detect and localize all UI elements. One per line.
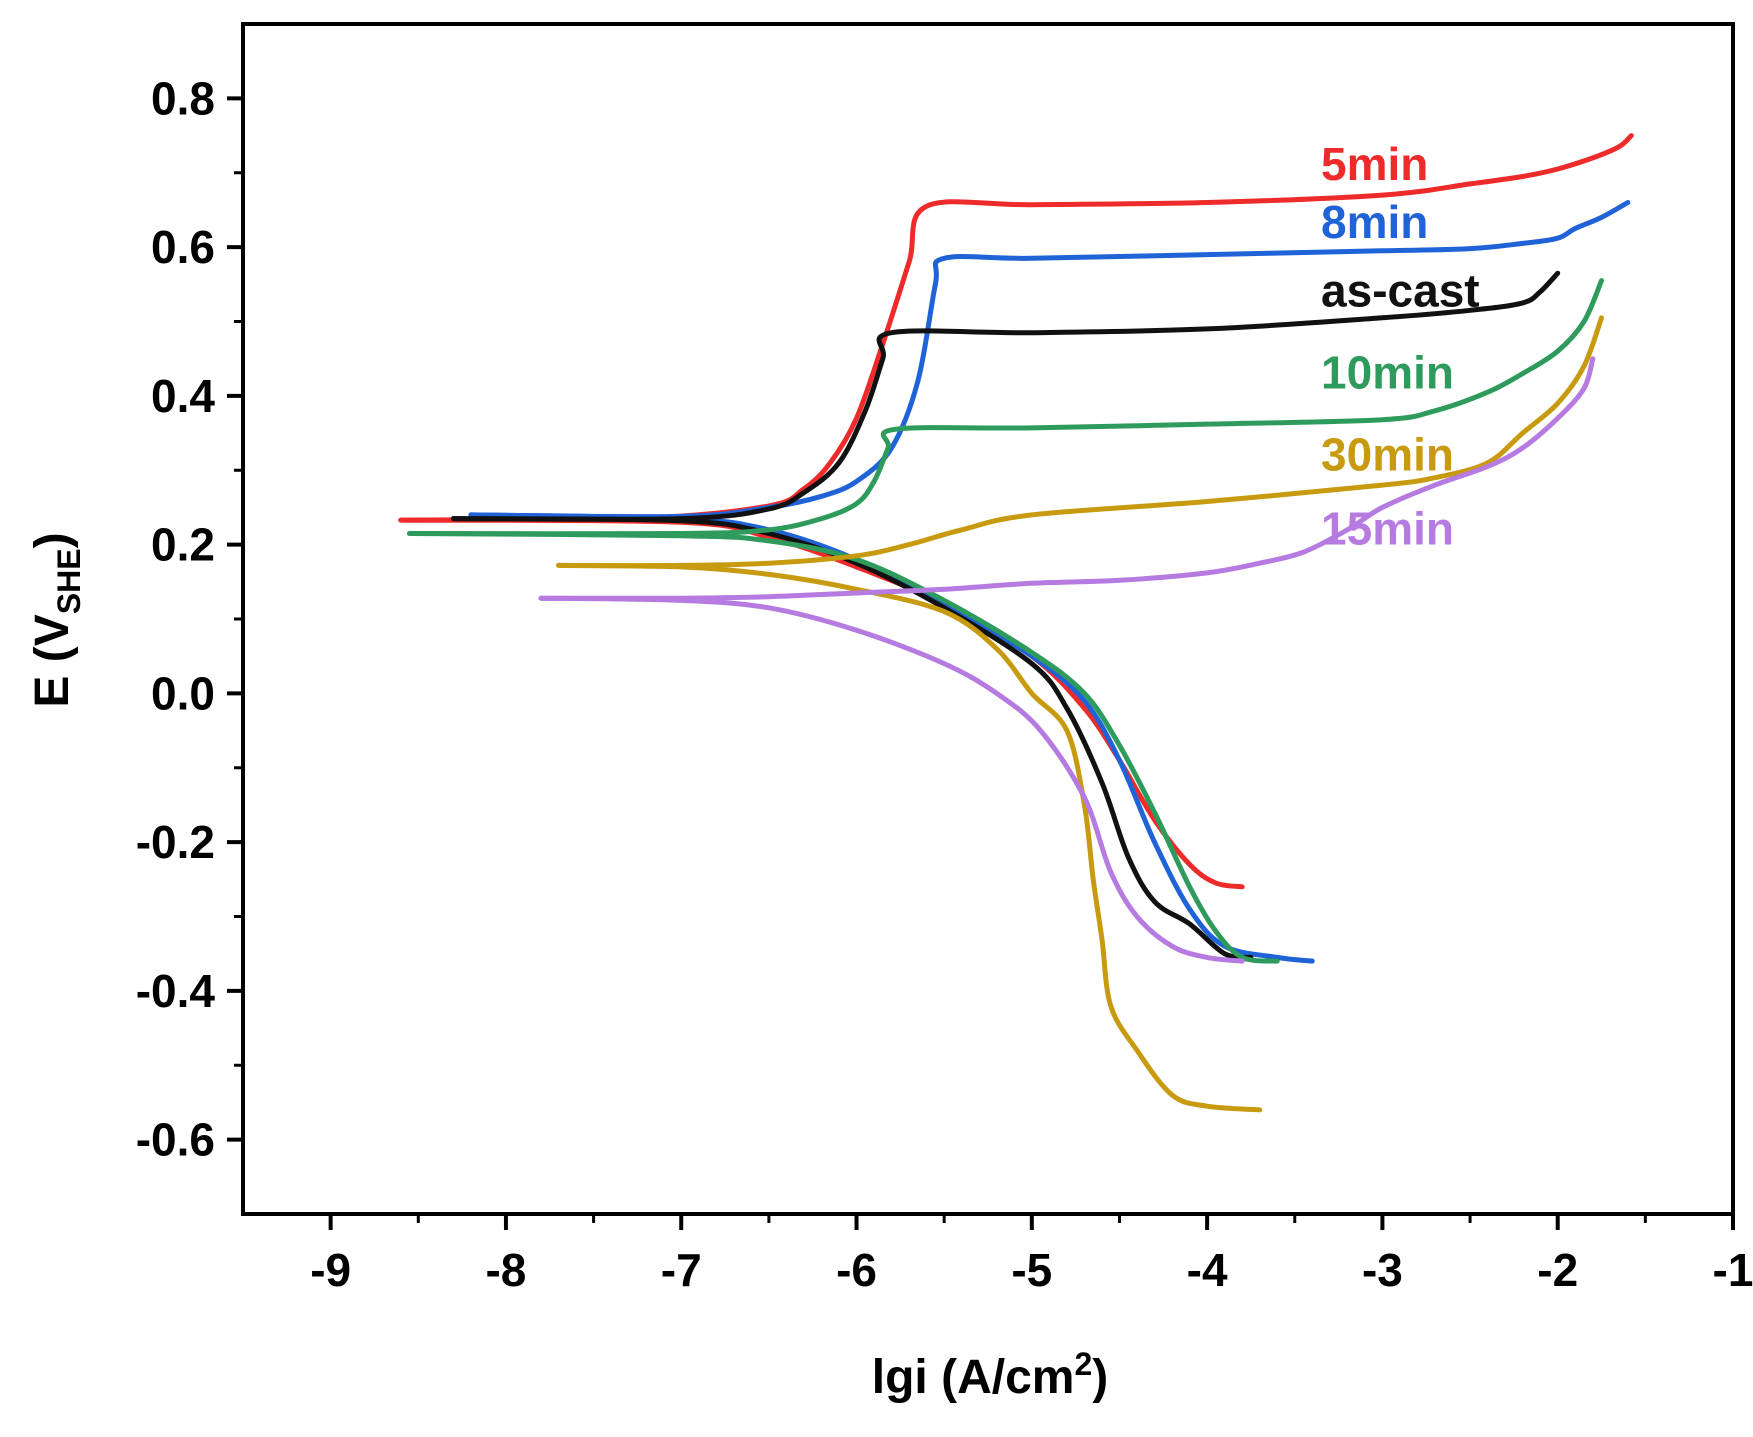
y-tick-label: 0.8 [151,72,215,124]
x-tick-label: -4 [1187,1244,1228,1296]
y-tick-label: -0.4 [136,965,216,1017]
y-tick-label: 0.0 [151,667,215,719]
x-tick-label: -9 [310,1244,351,1296]
series-15min-anodic-line [538,356,1596,601]
x-tick-label: -5 [1011,1244,1052,1296]
x-tick-label: -3 [1362,1244,1403,1296]
curve-label-15min: 15min [1321,503,1454,555]
series-10min-anodic-line [407,278,1604,537]
series-as-cast-cathodic-line [450,516,1254,960]
y-tick-label: 0.6 [151,221,215,273]
curve-label-as-cast: as-cast [1321,265,1480,317]
x-tick-label: -8 [485,1244,526,1296]
y-axis-title: E (VSHE) [26,532,87,707]
curve-label-30min: 30min [1321,428,1454,480]
x-axis-title: lgi (A/cm2) [872,1346,1108,1404]
y-tick-label: -0.2 [136,816,215,868]
x-tick-label: -2 [1537,1244,1578,1296]
y-axis-title-main: E (V [26,614,79,707]
tick-layer: -9 -8 -7 -6 -5 -4 -3 -2 -1 0.8 0.6 0.4 0.2 0.0 -0.2 -0.… [136,72,1753,1296]
series-30min-anodic-line [556,315,1604,569]
x-tick-label: -7 [661,1244,702,1296]
curve-label-8min: 8min [1321,196,1428,248]
series-10min-cathodic-line [407,531,1280,964]
x-tick-label: -6 [836,1244,877,1296]
label-layer: 5min 8min as-cast 10min 30min 15min [1321,138,1480,554]
series-15min-cathodic-line [538,595,1245,964]
y-tick-label: -0.6 [136,1114,215,1166]
curve-label-10min: 10min [1321,346,1454,398]
series-8min-cathodic-line [468,512,1315,964]
series-30min-cathodic-line [556,562,1263,1113]
y-tick-label: 0.2 [151,519,215,571]
y-tick-label: 0.4 [151,370,215,422]
series-as-cast-anodic-line [450,270,1561,522]
y-axis-title-close: ) [26,532,79,548]
x-axis-title-close: ) [1092,1351,1108,1404]
x-axis-title-sup: 2 [1074,1346,1092,1382]
y-axis-title-sub: SHE [51,548,87,614]
series-8min-anodic-line [468,200,1631,520]
series-layer [398,133,1634,1113]
x-tick-label: -1 [1713,1244,1753,1296]
curve-label-5min: 5min [1321,138,1428,190]
x-axis-title-main: lgi (A/cm [872,1351,1075,1404]
